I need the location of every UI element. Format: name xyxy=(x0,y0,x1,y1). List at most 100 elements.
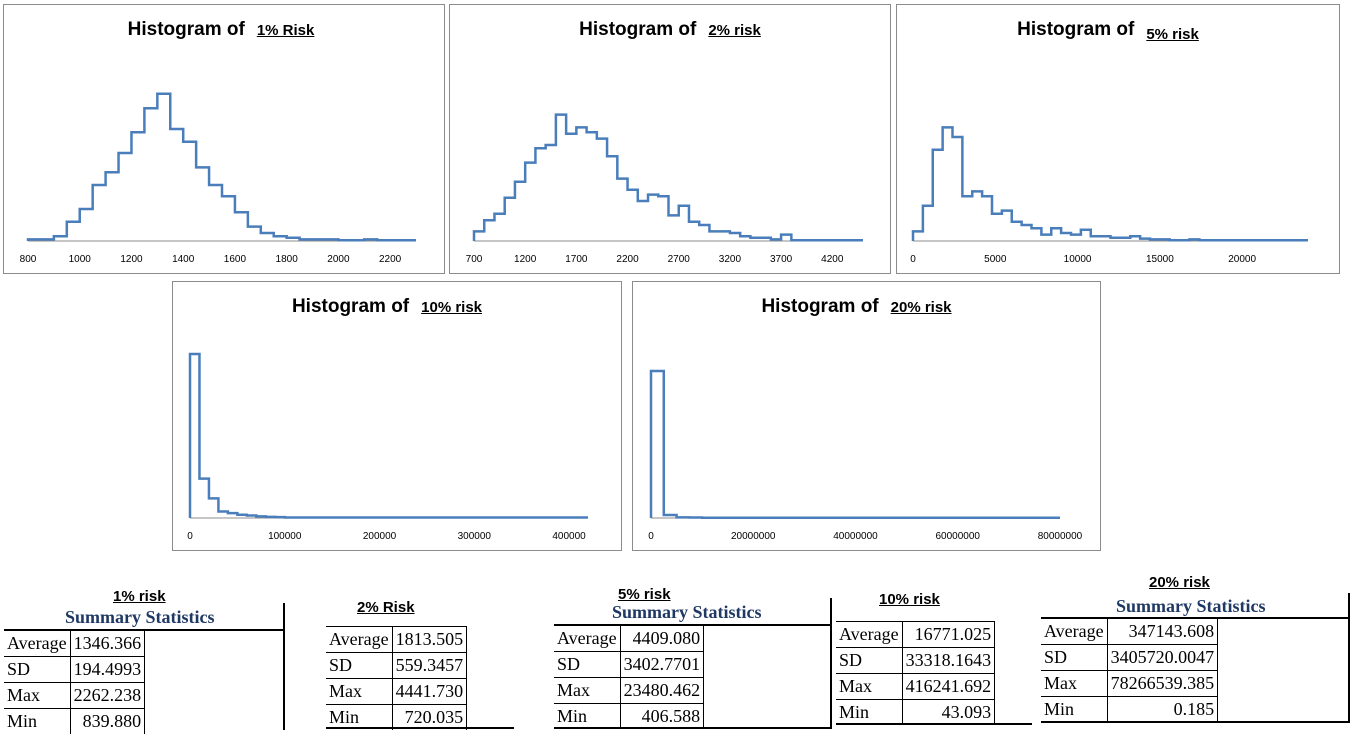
stat-label: Min xyxy=(836,700,902,726)
x-tick-label: 2000 xyxy=(327,254,350,265)
x-tick-label: 60000000 xyxy=(936,531,981,542)
histogram-step-line xyxy=(651,371,1060,518)
stat-label: Average xyxy=(4,631,70,657)
stats-risk-label: 10% risk xyxy=(879,591,940,608)
summary-title: Summary Statistics xyxy=(65,607,215,628)
stats-rule xyxy=(554,727,832,729)
stat-value: 43.093 xyxy=(902,700,995,726)
stat-value: 1346.366 xyxy=(70,631,145,657)
stat-label: Average xyxy=(326,627,392,653)
stat-label: Average xyxy=(1041,619,1107,645)
stats-risk-label: 1% risk xyxy=(113,588,166,605)
x-tick-label: 40000000 xyxy=(833,531,878,542)
stat-label: SD xyxy=(1041,645,1107,671)
x-tick-label: 3200 xyxy=(719,254,742,265)
x-tick-label: 0 xyxy=(910,254,916,265)
stats-risk-label: 2% Risk xyxy=(357,599,415,616)
x-tick-label: 200000 xyxy=(363,531,397,542)
stat-label: Max xyxy=(326,679,392,705)
stats-vrule xyxy=(830,598,832,728)
histogram-plot: 0 5000 10000 15000 20000 xyxy=(897,5,1341,275)
x-tick-label: 300000 xyxy=(458,531,492,542)
x-tick-label: 100000 xyxy=(268,531,302,542)
x-tick-label: 2700 xyxy=(668,254,691,265)
stat-value: 839.880 xyxy=(70,709,145,734)
stat-label: SD xyxy=(326,653,392,679)
stats-rule xyxy=(836,723,1032,725)
histogram-step-line xyxy=(474,115,863,241)
stats-vrule xyxy=(1348,593,1350,723)
x-tick-label: 3700 xyxy=(770,254,793,265)
stat-value: 4409.080 xyxy=(620,626,704,652)
x-tick-label: 1200 xyxy=(514,254,537,265)
x-tick-label: 20000 xyxy=(1228,254,1256,265)
stat-label: SD xyxy=(836,648,902,674)
stats-rule xyxy=(326,727,514,729)
stat-label: Max xyxy=(4,683,70,709)
x-tick-label: 700 xyxy=(466,254,483,265)
stats-risk-label: 20% risk xyxy=(1149,574,1210,591)
stat-label: Min xyxy=(4,709,70,734)
stat-label: Min xyxy=(554,704,620,730)
x-tick-label: 15000 xyxy=(1146,254,1174,265)
x-tick-label: 10000 xyxy=(1064,254,1092,265)
x-tick-label: 1000 xyxy=(69,254,92,265)
stat-value: 347143.608 xyxy=(1107,619,1218,645)
x-tick-label: 0 xyxy=(187,531,193,542)
summary-title: Summary Statistics xyxy=(1116,596,1266,617)
x-tick-label: 1600 xyxy=(224,254,247,265)
x-tick-label: 2200 xyxy=(379,254,402,265)
stat-value: 559.3457 xyxy=(392,653,467,679)
stat-value: 406.588 xyxy=(620,704,704,730)
stat-value: 16771.025 xyxy=(902,622,995,648)
x-tick-label: 800 xyxy=(20,254,37,265)
stat-label: Max xyxy=(836,674,902,700)
stat-label: Average xyxy=(836,622,902,648)
stat-label: Max xyxy=(554,678,620,704)
stat-value: 23480.462 xyxy=(620,678,704,704)
x-tick-label: 0 xyxy=(648,531,654,542)
stat-value: 0.185 xyxy=(1107,697,1218,723)
stats-vrule xyxy=(283,603,285,730)
x-tick-label: 2200 xyxy=(616,254,639,265)
stat-value: 78266539.385 xyxy=(1107,671,1218,697)
stat-value: 1813.505 xyxy=(392,627,467,653)
x-tick-label: 5000 xyxy=(984,254,1007,265)
histogram-step-line xyxy=(28,94,416,241)
x-tick-label: 1200 xyxy=(120,254,143,265)
stats-risk-label: 5% risk xyxy=(618,586,671,603)
x-tick-label: 1400 xyxy=(172,254,195,265)
stat-value: 33318.1643 xyxy=(902,648,995,674)
stat-label: Average xyxy=(554,626,620,652)
stat-value: 416241.692 xyxy=(902,674,995,700)
histogram-step-line xyxy=(190,354,588,518)
x-tick-label: 1700 xyxy=(565,254,588,265)
